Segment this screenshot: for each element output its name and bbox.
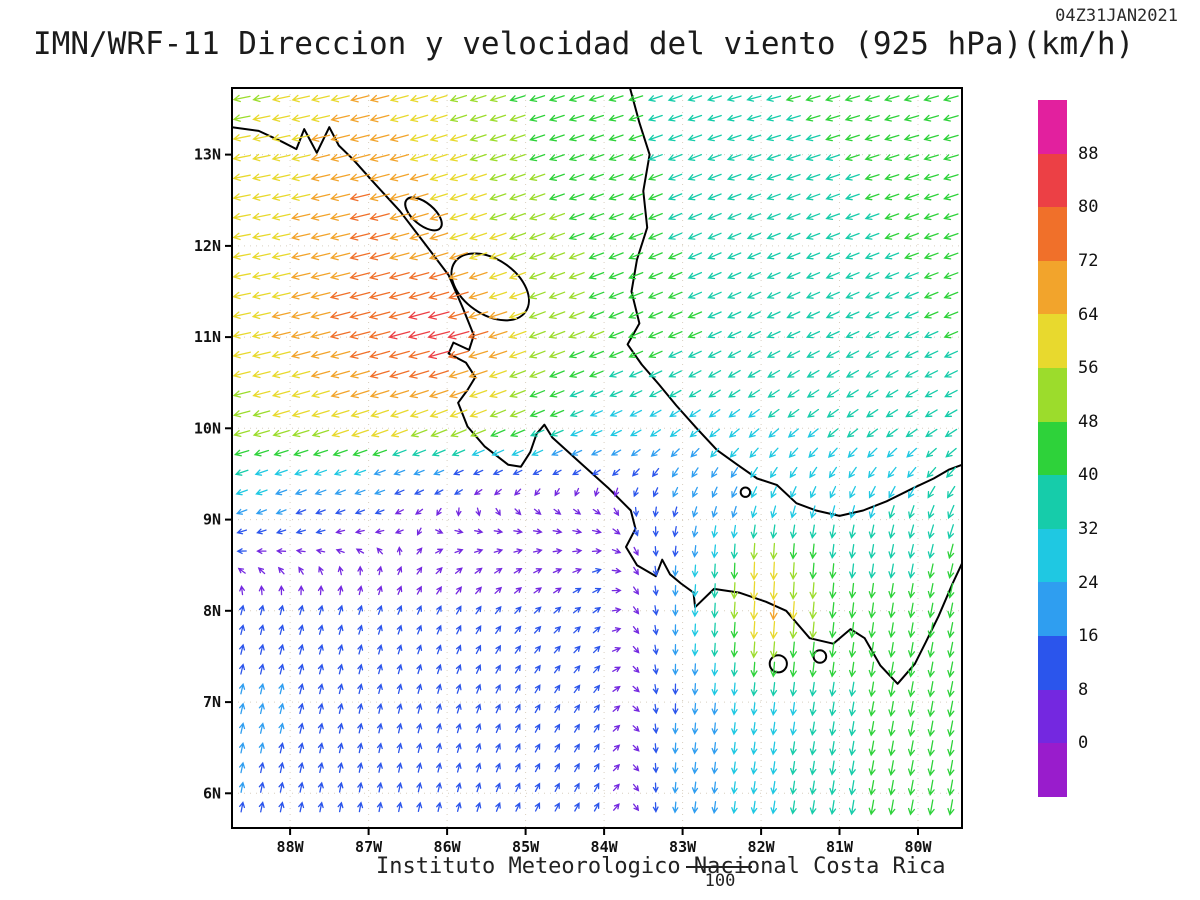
caribbean-coastline [626,87,963,517]
coastlines [231,87,963,685]
valid-time-label: 04Z31JAN2021 [1055,6,1178,26]
colorbar-segment [1038,636,1067,690]
graticule [232,88,962,828]
colorbar-tick-label: 88 [1078,143,1099,164]
lon-tick-label: 80W [904,838,932,856]
colorbar-segment [1038,475,1067,529]
colorbar-tick-label: 8 [1078,679,1089,700]
colorbar-tick-label: 56 [1078,358,1099,379]
colorbar-segment [1038,153,1067,208]
lat-tick-label: 12N [194,237,221,255]
colorbar-segment [1038,100,1067,154]
colorbar-segment [1038,743,1067,797]
lat-tick-label: 13N [194,146,221,164]
colorbar-segment [1038,314,1067,369]
colorbar-segment [1038,528,1067,583]
colorbar-tick-label: 24 [1078,572,1099,593]
colorbar-tick-label: 72 [1078,250,1099,271]
lake-managua [404,196,443,232]
reference-number: 100 [704,871,736,891]
lon-tick-label: 88W [277,838,305,856]
lat-tick-label: 7N [203,693,221,711]
colorbar-tick-label: 40 [1078,465,1099,486]
colorbar-tick-label: 48 [1078,411,1099,432]
lon-tick-label: 85W [512,838,540,856]
lat-tick-label: 10N [194,419,221,437]
lat-tick-label: 6N [203,784,221,802]
colorbar-segment [1038,421,1067,476]
lon-tick-label: 82W [748,838,776,856]
lon-tick-label: 81W [826,838,854,856]
wind-arrows [232,94,959,816]
colorbar-segment [1038,582,1067,637]
map-frame [225,87,963,835]
lat-tick-label: 8N [203,602,221,620]
island [739,486,752,498]
lon-tick-label: 86W [434,838,462,856]
lon-tick-label: 83W [669,838,697,856]
lon-tick-label: 87W [355,838,383,856]
colorbar-tick-label: 0 [1078,733,1089,754]
island [812,649,828,664]
reference-line [686,866,752,868]
caption: Instituto Meteorologico Nacional Costa R… [376,854,946,879]
colorbar-segment [1038,689,1067,744]
colorbar-segment [1038,207,1067,261]
colorbar-tick-label: 80 [1078,197,1099,218]
colorbar-segment [1038,368,1067,422]
colorbar-segment [1038,260,1067,315]
colorbar-labels: 88 80 72 64 56 48 40 32 24 16 8 0 [1078,100,1138,797]
lat-tick-label: 9N [203,511,221,529]
colorbar [1038,100,1067,797]
colorbar-tick-label: 32 [1078,518,1099,539]
chart-title: IMN/WRF-11 Direccion y velocidad del vie… [33,26,1135,62]
lat-tick-label: 11N [194,328,221,346]
colorbar-tick-label: 16 [1078,626,1099,647]
axis-labels: 13N 12N 11N 10N 9N 8N 7N 6N 88W 87W 86W 85W 84W 83W 82… [194,146,933,856]
pacific-coastline [231,126,963,685]
lon-tick-label: 84W [591,838,619,856]
island [768,654,788,674]
colorbar-tick-label: 64 [1078,304,1099,325]
